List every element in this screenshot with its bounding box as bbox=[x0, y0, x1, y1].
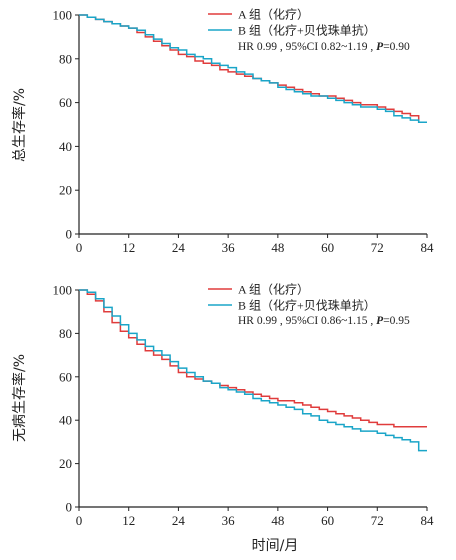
x-axis-title: 时间/月 bbox=[252, 538, 299, 554]
x-tick-label: 24 bbox=[172, 513, 186, 528]
x-tick-label: 72 bbox=[371, 513, 384, 528]
p-label: P bbox=[376, 315, 384, 327]
y-tick-label: 80 bbox=[59, 51, 72, 66]
legend-label-group-a: A 组（化疗） bbox=[238, 283, 309, 297]
y-tick-label: 20 bbox=[59, 183, 72, 198]
x-tick-label: 84 bbox=[421, 240, 435, 255]
y-tick-label: 80 bbox=[59, 326, 72, 341]
chart-panel-2: 0 20 40 60 80 100 0 12 24 36 48 60 72 84 无病生存率/% 时间/月 A … bbox=[11, 283, 434, 555]
y-tick-label: 0 bbox=[66, 227, 73, 242]
y-tick-label: 100 bbox=[53, 283, 73, 298]
x-tick-label: 0 bbox=[76, 513, 83, 528]
series-line-group-b bbox=[79, 289, 427, 452]
x-tick-label: 60 bbox=[321, 240, 334, 255]
x-tick-label: 72 bbox=[371, 240, 384, 255]
x-tick-label: 12 bbox=[122, 240, 135, 255]
y-tick-label: 20 bbox=[59, 456, 72, 471]
p-value: =0.95 bbox=[383, 315, 410, 327]
y-axis-title: 无病生存率/% bbox=[11, 354, 28, 442]
x-tick-label: 0 bbox=[76, 240, 83, 255]
legend-label-group-b: B 组（化疗+贝伐珠单抗） bbox=[238, 23, 376, 38]
x-tick-label: 60 bbox=[321, 513, 334, 528]
y-tick-label: 60 bbox=[59, 369, 72, 384]
x-tick-label: 24 bbox=[172, 240, 186, 255]
series-line-group-b bbox=[79, 14, 427, 124]
x-tick-label: 36 bbox=[222, 240, 236, 255]
y-tick-label: 40 bbox=[59, 139, 72, 154]
y-tick-label: 0 bbox=[66, 500, 73, 515]
hr-ci-text: HR 0.99 , 95%CI 0.86~1.15 , bbox=[238, 315, 376, 327]
y-axis-title: 总生存率/% bbox=[11, 88, 28, 162]
x-tick-label: 48 bbox=[271, 240, 284, 255]
x-tick-label: 84 bbox=[421, 513, 435, 528]
x-tick-label: 48 bbox=[271, 513, 284, 528]
y-tick-label: 40 bbox=[59, 413, 72, 428]
hr-annotation: HR 0.99 , 95%CI 0.82~1.19 , P=0.90 bbox=[238, 41, 410, 53]
p-label: P bbox=[376, 41, 384, 53]
hr-annotation: HR 0.99 , 95%CI 0.86~1.15 , P=0.95 bbox=[238, 315, 410, 327]
legend-label-group-a: A 组（化疗） bbox=[238, 8, 309, 22]
y-tick-label: 100 bbox=[53, 8, 73, 23]
p-value: =0.90 bbox=[383, 41, 410, 53]
chart-panel-1: 0 20 40 60 80 100 0 12 24 36 48 60 72 84 总生存率/% A 组（化疗）… bbox=[11, 8, 434, 256]
y-tick-label: 60 bbox=[59, 95, 72, 110]
x-tick-label: 12 bbox=[122, 513, 135, 528]
hr-ci-text: HR 0.99 , 95%CI 0.82~1.19 , bbox=[238, 41, 376, 53]
legend-label-group-b: B 组（化疗+贝伐珠单抗） bbox=[238, 298, 376, 313]
x-tick-label: 36 bbox=[222, 513, 236, 528]
